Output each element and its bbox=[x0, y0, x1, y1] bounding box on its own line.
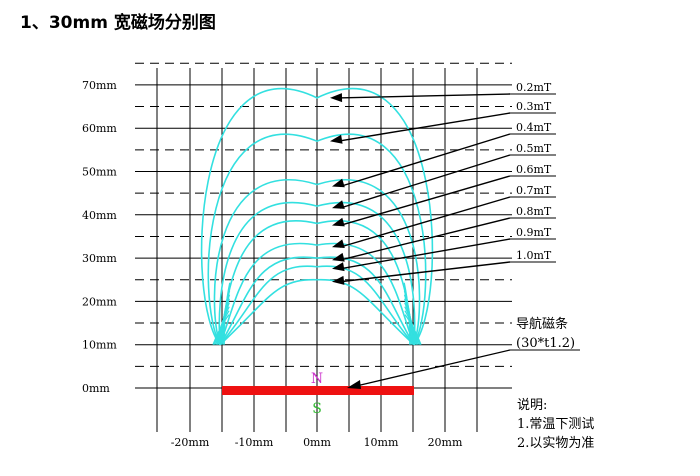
field-value-label: 0.3mT bbox=[516, 100, 552, 113]
grid bbox=[135, 62, 512, 432]
field-arrow-line bbox=[339, 196, 511, 248]
south-pole-label: S bbox=[312, 401, 322, 417]
north-pole-label: N bbox=[311, 371, 323, 387]
field-value-label: 0.6mT bbox=[516, 163, 552, 176]
field-arrows bbox=[330, 93, 511, 285]
y-axis-labels: 70mm 60mm 50mm 40mm 30mm 20mm 10mm 0mm bbox=[82, 79, 117, 395]
x-tick-label: 20mm bbox=[428, 436, 463, 449]
notes-heading: 说明: bbox=[517, 398, 547, 413]
notes-item-1: 1.常温下测试 bbox=[517, 417, 594, 432]
magnet-arrow bbox=[351, 349, 511, 388]
x-axis-labels: -20mm -10mm 0mm 10mm 20mm bbox=[171, 436, 463, 449]
magnet-label: 导航磁条 bbox=[516, 316, 568, 332]
magnet-size-label: (30*t1.2) bbox=[516, 336, 575, 351]
field-arrow-head bbox=[330, 134, 343, 144]
notes-item-2: 2.以实物为准 bbox=[517, 436, 594, 451]
field-line bbox=[219, 265, 415, 346]
field-arrow-line bbox=[339, 154, 511, 209]
page-title: 1、30mm 宽磁场分别图 bbox=[20, 13, 216, 33]
field-line bbox=[219, 242, 415, 345]
field-value-label: 0.9mT bbox=[516, 226, 552, 239]
field-line bbox=[218, 201, 416, 345]
field-value-label: 0.2mT bbox=[516, 81, 552, 94]
field-arrow-line bbox=[337, 93, 511, 99]
field-line bbox=[219, 278, 415, 346]
field-arrow-line bbox=[339, 238, 511, 270]
field-arrow-head bbox=[330, 93, 343, 103]
magnet-strip bbox=[222, 386, 414, 395]
y-tick-label: 70mm bbox=[82, 79, 117, 92]
field-arrow-line bbox=[339, 261, 511, 283]
field-arrow-line bbox=[339, 133, 511, 188]
field-value-label: 0.4mT bbox=[516, 121, 552, 134]
field-arrow-line bbox=[339, 175, 511, 227]
field-line bbox=[213, 179, 421, 345]
y-tick-label: 40mm bbox=[82, 209, 117, 222]
field-line bbox=[219, 256, 415, 346]
field-arrow-head bbox=[332, 178, 345, 188]
y-tick-label: 0mm bbox=[82, 382, 110, 395]
x-tick-label: -10mm bbox=[235, 436, 274, 449]
x-tick-label: 10mm bbox=[364, 436, 399, 449]
field-arrow-line bbox=[337, 112, 511, 142]
field-value-label: 0.5mT bbox=[516, 142, 552, 155]
y-tick-label: 10mm bbox=[82, 339, 117, 352]
y-tick-label: 60mm bbox=[82, 122, 117, 135]
field-arrow-head bbox=[332, 239, 345, 249]
field-line bbox=[207, 133, 427, 346]
magnet-arrow-head bbox=[347, 380, 361, 389]
field-lines bbox=[200, 87, 434, 346]
field-value-label: 1.0mT bbox=[516, 249, 552, 262]
field-line-foot bbox=[403, 282, 411, 345]
field-arrow-head bbox=[332, 200, 345, 209]
field-value-label: 0.8mT bbox=[516, 205, 552, 218]
y-tick-label: 20mm bbox=[82, 295, 117, 308]
x-tick-label: 0mm bbox=[303, 436, 331, 449]
field-labels: 0.2mT 0.3mT 0.4mT 0.5mT 0.6mT 0.7mT 0.8mT 0.9mT… bbox=[510, 81, 556, 263]
x-tick-label: -20mm bbox=[171, 436, 210, 449]
field-arrow-head bbox=[332, 217, 345, 227]
field-line-foot bbox=[223, 282, 231, 345]
field-arrow-head bbox=[332, 262, 345, 272]
field-value-label: 0.7mT bbox=[516, 184, 552, 197]
y-tick-label: 30mm bbox=[82, 252, 117, 265]
field-arrow-line bbox=[339, 217, 511, 261]
y-tick-label: 50mm bbox=[82, 166, 117, 179]
field-arrow-head bbox=[332, 275, 345, 285]
field-arrow-head bbox=[332, 252, 345, 262]
